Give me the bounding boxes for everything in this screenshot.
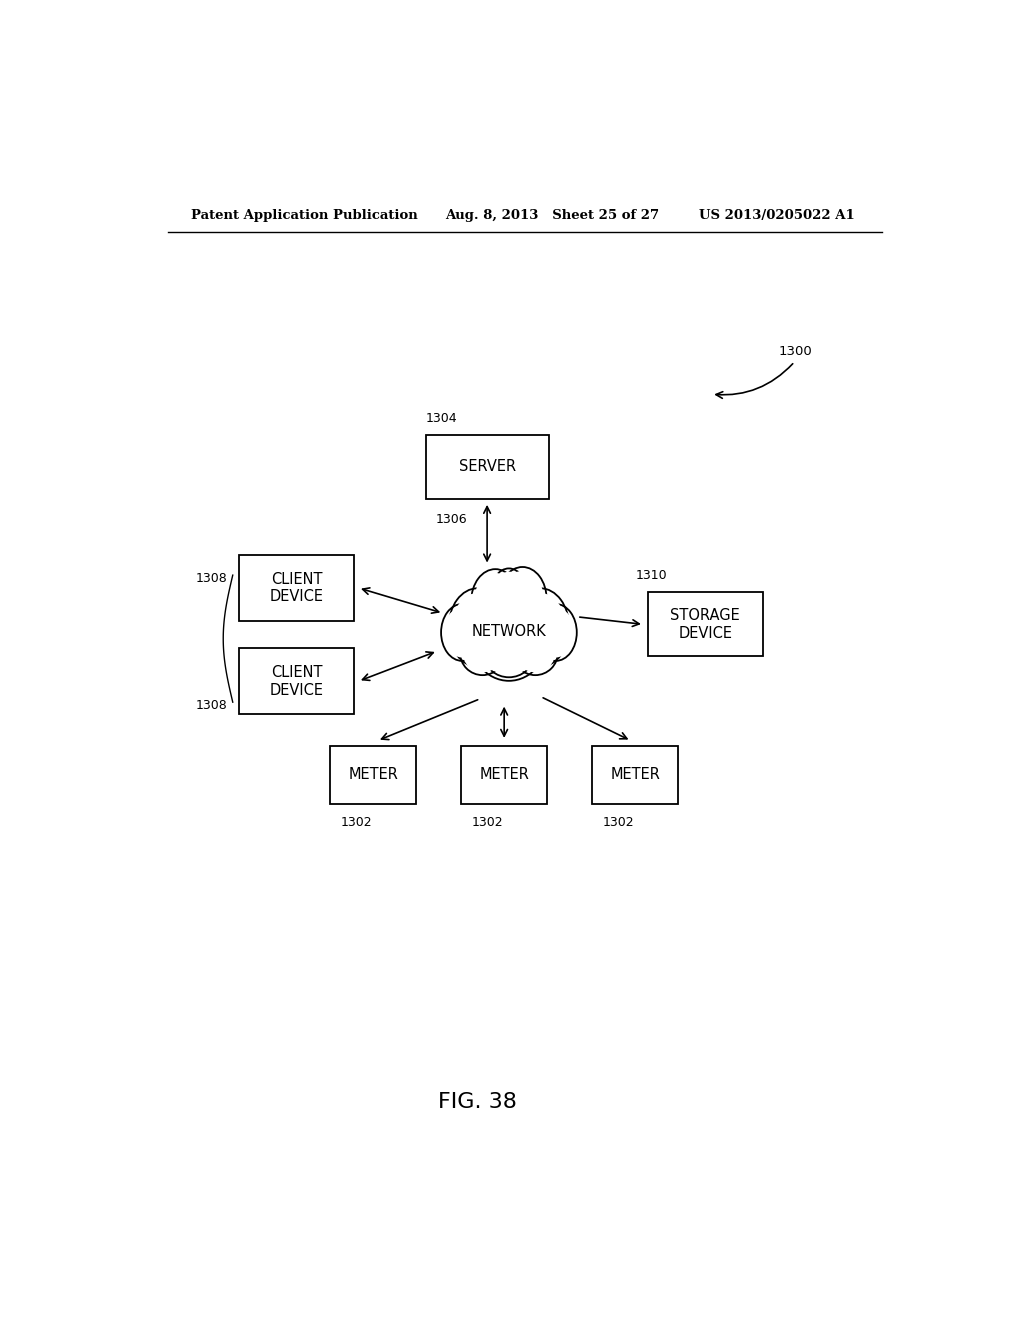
Ellipse shape bbox=[493, 572, 525, 619]
Text: NETWORK: NETWORK bbox=[472, 623, 546, 639]
Ellipse shape bbox=[484, 635, 534, 677]
Ellipse shape bbox=[441, 605, 483, 661]
Text: 1302: 1302 bbox=[602, 816, 634, 829]
Text: Aug. 8, 2013   Sheet 25 of 27: Aug. 8, 2013 Sheet 25 of 27 bbox=[445, 209, 659, 222]
Ellipse shape bbox=[502, 570, 544, 627]
Text: 1308: 1308 bbox=[196, 698, 227, 711]
Ellipse shape bbox=[512, 589, 569, 667]
Text: METER: METER bbox=[348, 767, 398, 783]
Ellipse shape bbox=[515, 632, 555, 672]
Ellipse shape bbox=[468, 581, 550, 681]
Text: 1300: 1300 bbox=[778, 345, 812, 358]
FancyBboxPatch shape bbox=[648, 593, 763, 656]
Text: METER: METER bbox=[610, 767, 660, 783]
Text: FIG. 38: FIG. 38 bbox=[437, 1092, 517, 1111]
Ellipse shape bbox=[499, 568, 547, 631]
Ellipse shape bbox=[471, 569, 519, 634]
FancyBboxPatch shape bbox=[331, 746, 416, 804]
Ellipse shape bbox=[515, 593, 566, 661]
Text: SERVER: SERVER bbox=[459, 459, 516, 474]
Ellipse shape bbox=[443, 607, 480, 657]
Ellipse shape bbox=[538, 607, 574, 657]
Text: 1310: 1310 bbox=[636, 569, 668, 582]
Ellipse shape bbox=[460, 630, 505, 675]
Text: 1302: 1302 bbox=[341, 816, 373, 829]
FancyBboxPatch shape bbox=[240, 648, 354, 714]
Ellipse shape bbox=[449, 589, 506, 667]
Ellipse shape bbox=[463, 632, 503, 672]
Ellipse shape bbox=[490, 569, 527, 623]
Ellipse shape bbox=[535, 605, 577, 661]
Text: CLIENT
DEVICE: CLIENT DEVICE bbox=[269, 572, 324, 605]
Ellipse shape bbox=[472, 587, 546, 675]
Text: 1304: 1304 bbox=[426, 412, 458, 425]
Ellipse shape bbox=[513, 630, 558, 675]
FancyBboxPatch shape bbox=[426, 434, 549, 499]
Text: Patent Application Publication: Patent Application Publication bbox=[191, 209, 418, 222]
Text: 1302: 1302 bbox=[472, 816, 503, 829]
Text: US 2013/0205022 A1: US 2013/0205022 A1 bbox=[699, 209, 855, 222]
Ellipse shape bbox=[474, 573, 516, 630]
Text: 1306: 1306 bbox=[436, 513, 468, 527]
FancyBboxPatch shape bbox=[461, 746, 547, 804]
FancyBboxPatch shape bbox=[592, 746, 678, 804]
Text: METER: METER bbox=[479, 767, 529, 783]
Text: 1308: 1308 bbox=[196, 572, 227, 585]
Ellipse shape bbox=[487, 638, 530, 675]
Text: STORAGE
DEVICE: STORAGE DEVICE bbox=[671, 609, 740, 640]
FancyBboxPatch shape bbox=[240, 554, 354, 620]
Ellipse shape bbox=[452, 593, 503, 661]
Text: CLIENT
DEVICE: CLIENT DEVICE bbox=[269, 665, 324, 697]
